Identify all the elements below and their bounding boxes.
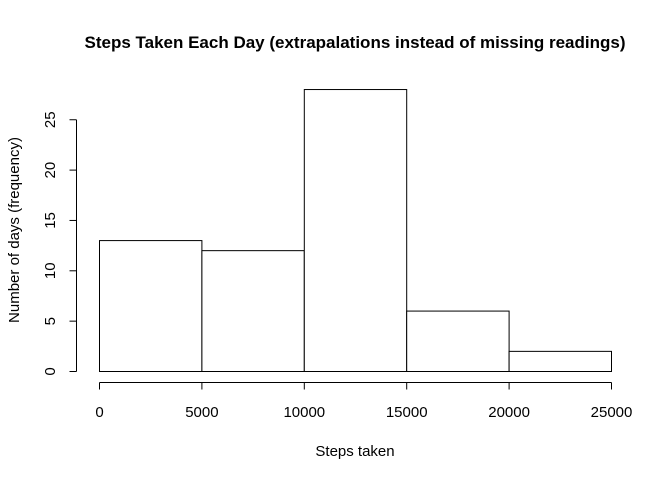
x-tick-label-5: 25000 (591, 404, 633, 421)
x-axis-label: Steps taken (315, 443, 394, 460)
histogram-bar-1 (201, 250, 305, 372)
x-tick-label-1: 5000 (185, 404, 218, 421)
y-tick-label-2: 10 (42, 262, 59, 279)
histogram-bars (99, 89, 613, 372)
histogram-bar-4 (508, 350, 613, 372)
x-tick-label-3: 15000 (386, 404, 428, 421)
histogram-bar-3 (406, 310, 510, 372)
y-tick-label-0: 0 (42, 367, 59, 375)
x-tick-label-0: 0 (95, 404, 103, 421)
histogram-bar-2 (303, 89, 408, 372)
y-tick-label-5: 25 (42, 111, 59, 128)
chart-title: Steps Taken Each Day (extrapalations ins… (84, 33, 625, 52)
x-axis: 0 5000 10000 15000 20000 25000 (95, 382, 633, 421)
histogram-bar-0 (99, 240, 203, 372)
y-axis-label: Number of days (frequency) (6, 137, 23, 323)
y-tick-label-4: 20 (42, 162, 59, 179)
y-tick-label-1: 5 (42, 317, 59, 325)
x-tick-label-2: 10000 (283, 404, 325, 421)
y-tick-label-3: 15 (42, 212, 59, 229)
x-tick-label-4: 20000 (488, 404, 530, 421)
y-axis: 0 5 10 15 20 25 (42, 111, 77, 376)
